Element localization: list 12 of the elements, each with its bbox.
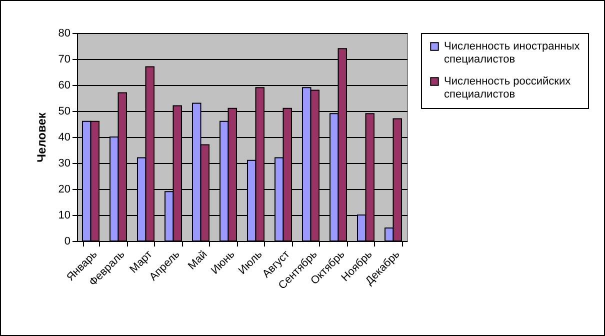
y-tick-label: 30	[58, 158, 70, 170]
y-tick-label: 80	[58, 28, 70, 40]
legend-label: Численность российских специалистов	[444, 76, 572, 100]
y-tick-label: 10	[58, 210, 70, 222]
legend-label: Численность иностранных специалистов	[444, 40, 580, 66]
y-tick-label: 70	[58, 54, 70, 66]
y-axis-title: Человек	[34, 112, 48, 162]
y-tick-label: 40	[58, 132, 70, 144]
y-tick-label: 60	[58, 80, 70, 92]
y-tick-label: 20	[58, 184, 70, 196]
y-tick-label: 50	[58, 106, 70, 118]
y-tick-label: 0	[64, 236, 70, 248]
